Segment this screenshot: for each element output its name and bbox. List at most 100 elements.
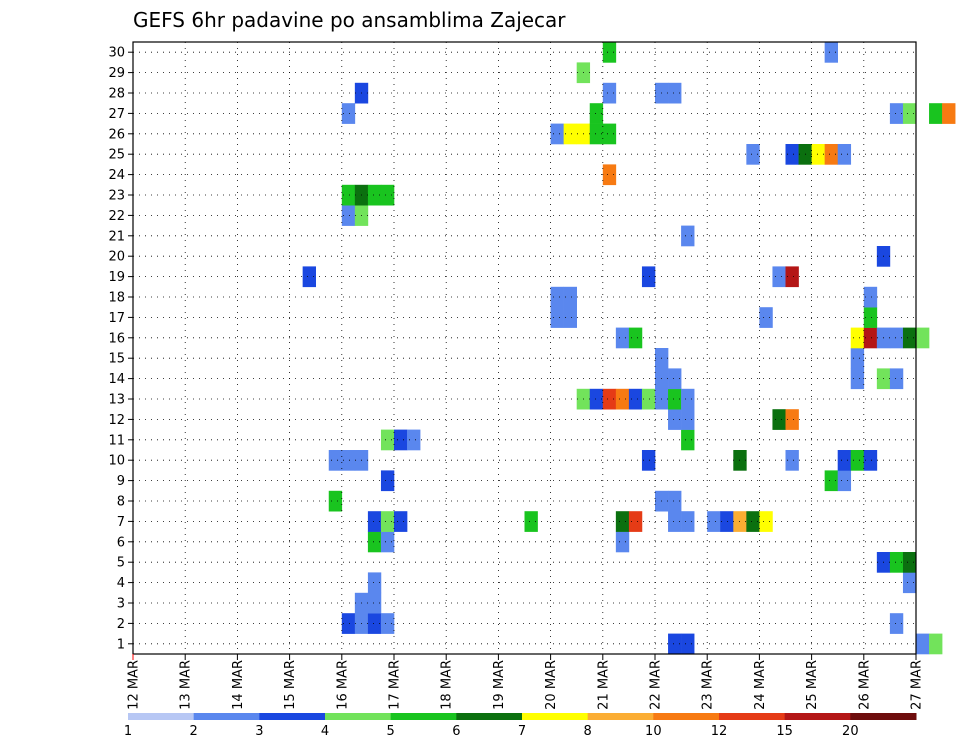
heatmap-cell xyxy=(824,42,838,63)
heatmap-cell xyxy=(641,266,656,288)
x-tick-label: 22 MAR xyxy=(649,660,664,710)
heatmap-cell xyxy=(367,511,382,532)
heatmap-cell xyxy=(380,613,395,634)
x-tick-label: 23 MAR xyxy=(701,660,716,710)
legend-label: 6 xyxy=(452,724,460,739)
legend-swatch xyxy=(522,713,589,720)
heatmap-cell xyxy=(681,225,695,247)
heatmap-cell xyxy=(850,348,865,369)
heatmap-cell xyxy=(863,450,878,471)
legend-swatch xyxy=(193,713,260,720)
heatmap-cell xyxy=(328,490,343,512)
legend-label: 4 xyxy=(321,724,329,739)
y-tick-label: 5 xyxy=(117,556,125,571)
heatmap-cell xyxy=(407,429,421,451)
legend-label: 5 xyxy=(387,724,395,739)
heatmap-cell xyxy=(863,286,878,308)
y-tick-label: 25 xyxy=(108,148,125,163)
heatmap-cell xyxy=(902,552,917,573)
heatmap-cell xyxy=(668,388,682,410)
x-tick-label: 12 MAR xyxy=(127,660,142,710)
heatmap-cell xyxy=(889,552,904,573)
heatmap-cell xyxy=(394,429,408,451)
y-tick-label: 8 xyxy=(117,495,125,510)
heatmap-cell xyxy=(341,184,356,206)
heatmap-cell xyxy=(668,490,682,512)
heatmap-cell xyxy=(681,388,695,410)
heatmap-cell xyxy=(380,470,395,492)
heatmap-cell xyxy=(916,327,930,349)
heatmap-cell xyxy=(563,307,577,328)
heatmap-cell xyxy=(628,327,643,349)
y-tick-label: 23 xyxy=(108,189,125,204)
legend-swatch xyxy=(325,713,392,720)
legend-label: 1 xyxy=(124,724,132,739)
chart-title: GEFS 6hr padavine po ansamblima Zajecar xyxy=(133,8,566,32)
legend-label: 20 xyxy=(842,724,859,739)
heatmap-cell xyxy=(589,103,604,124)
heatmap-cell xyxy=(341,103,356,124)
legend-swatch xyxy=(390,713,457,720)
heatmap-cell xyxy=(668,633,682,655)
heatmap-cell xyxy=(615,327,630,349)
color-legend: 1 2 3 4 5 6 7 8 10 12 15 20 xyxy=(124,713,917,739)
y-tick-label: 27 xyxy=(108,107,125,122)
heatmap-cell xyxy=(850,368,865,390)
legend-swatch xyxy=(128,713,195,720)
y-tick-label: 15 xyxy=(108,352,125,367)
x-axis: 12 MAR 13 MAR 14 MAR 15 MAR 16 MAR 17 MAR 18 M… xyxy=(127,654,925,710)
y-tick-label: 22 xyxy=(108,209,125,224)
heatmap-cell xyxy=(380,184,395,206)
x-tick-label: 18 MAR xyxy=(440,660,455,710)
y-tick-label: 16 xyxy=(108,331,125,346)
legend-label: 3 xyxy=(255,724,263,739)
y-tick-label: 21 xyxy=(108,229,125,244)
heatmap-cell xyxy=(602,164,617,186)
heatmap-cell xyxy=(589,388,604,410)
x-tick-label: 17 MAR xyxy=(388,660,403,710)
y-tick-label: 9 xyxy=(117,474,125,489)
legend-label: 7 xyxy=(518,724,526,739)
heatmap-cell xyxy=(889,327,904,349)
heatmap-cell xyxy=(628,388,643,410)
y-tick-label: 30 xyxy=(108,46,125,61)
heatmap-cell xyxy=(367,572,382,594)
y-axis: 1234567891011121314151617181920212223242… xyxy=(108,46,133,652)
legend-label: 2 xyxy=(190,724,198,739)
x-tick-label: 21 MAR xyxy=(596,660,611,710)
x-tick-label: 26 MAR xyxy=(857,660,872,710)
x-tick-label: 13 MAR xyxy=(179,660,194,710)
x-tick-label: 20 MAR xyxy=(544,660,559,710)
y-tick-label: 12 xyxy=(108,413,125,428)
heatmap-cell xyxy=(681,409,695,430)
heatmap-cell xyxy=(785,266,799,288)
heatmap-cell xyxy=(668,409,682,430)
heatmap-cell xyxy=(563,123,577,145)
y-tick-label: 4 xyxy=(117,576,125,591)
x-tick-label: 27 MAR xyxy=(910,660,925,710)
x-tick-label: 24 MAR xyxy=(753,660,768,710)
heatmap-cell xyxy=(628,511,643,532)
y-tick-label: 14 xyxy=(108,372,125,387)
heatmap-cell xyxy=(785,450,799,471)
heatmap-cell xyxy=(681,511,695,532)
heatmap-cell xyxy=(863,307,878,328)
heatmap-cell xyxy=(302,266,316,288)
heatmap-cell xyxy=(863,327,878,349)
heatmap-cell xyxy=(602,388,617,410)
heatmap-cell xyxy=(380,429,395,451)
legend-swatch xyxy=(587,713,654,720)
y-tick-label: 13 xyxy=(108,393,125,408)
heatmap-cell xyxy=(824,144,838,165)
heatmap-cell xyxy=(785,409,799,430)
heatmap-cells xyxy=(302,42,956,655)
heatmap-cell xyxy=(668,368,682,390)
heatmap-cell xyxy=(929,633,943,655)
heatmap-cell xyxy=(772,266,786,288)
heatmap-cell xyxy=(850,450,865,471)
heatmap-cell xyxy=(902,327,917,349)
x-tick-label: 15 MAR xyxy=(283,660,298,710)
heatmap-cell xyxy=(902,103,917,124)
heatmap-cell xyxy=(550,307,564,328)
legend-label: 10 xyxy=(645,724,662,739)
